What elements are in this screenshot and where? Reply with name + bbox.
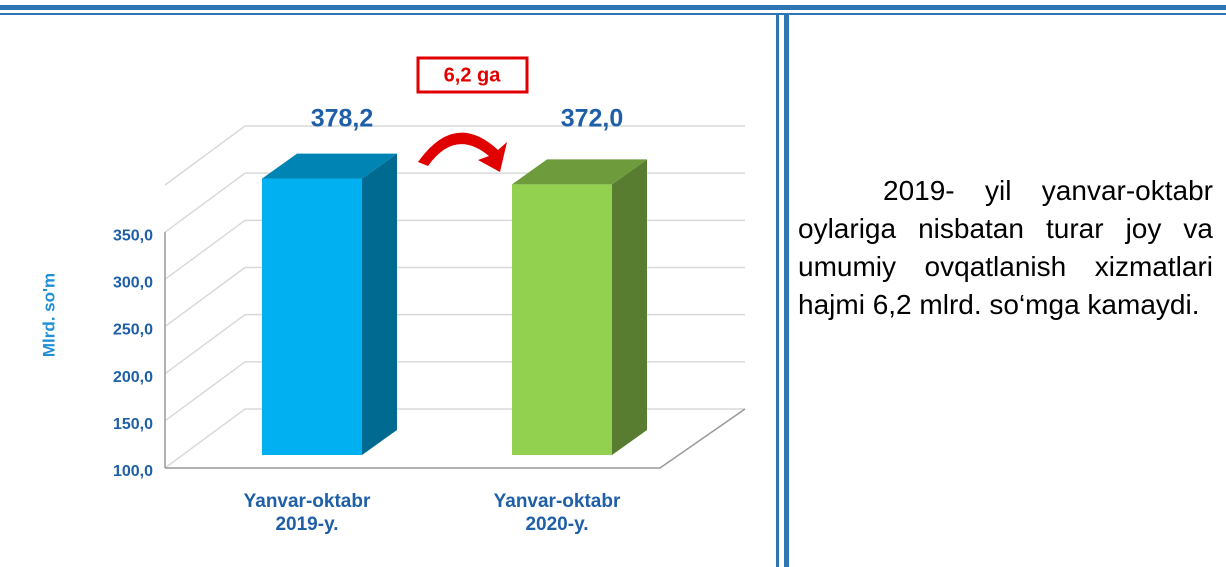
bar	[262, 153, 397, 455]
bar-top	[262, 153, 397, 179]
grid-line	[164, 266, 745, 328]
y-axis-label: Mlrd. so'm	[39, 273, 58, 357]
bar-top	[512, 159, 647, 185]
x-tick-label: Yanvar-oktabr 2020-y.	[493, 491, 621, 535]
grid-line	[164, 219, 745, 280]
grid-line	[164, 125, 745, 186]
value-label: 378,2	[311, 105, 374, 133]
divider	[784, 15, 789, 567]
y-tick-label: 250,0	[113, 322, 153, 339]
y-tick-label: 300,0	[113, 275, 153, 292]
top-border	[0, 5, 1226, 10]
bar-side	[362, 153, 397, 455]
annotation-box	[416, 56, 529, 94]
y-tick-label: 200,0	[113, 369, 153, 386]
floor	[165, 408, 746, 469]
value-label: 372,0	[561, 105, 624, 133]
grid-line	[164, 172, 745, 233]
bar-side	[612, 159, 647, 455]
y-tick-label: 350,0	[113, 227, 153, 244]
y-tick-label: 150,0	[113, 416, 153, 433]
arrow	[418, 132, 507, 172]
x-tick-label: Yanvar-oktabr 2019-y.	[243, 491, 371, 535]
annotation: 6,2 ga	[444, 64, 502, 86]
divider	[776, 15, 779, 567]
bar-front	[512, 184, 612, 455]
grid-line	[164, 361, 745, 422]
top-border	[0, 13, 1226, 15]
description: 2019- yil yanvar-oktabr oylariga nisbata…	[798, 175, 1213, 320]
grid-line	[164, 313, 745, 375]
grid-line	[164, 408, 745, 469]
y-tick-label: 100,0	[113, 463, 153, 480]
bar	[512, 159, 647, 455]
bar-front	[262, 178, 362, 455]
